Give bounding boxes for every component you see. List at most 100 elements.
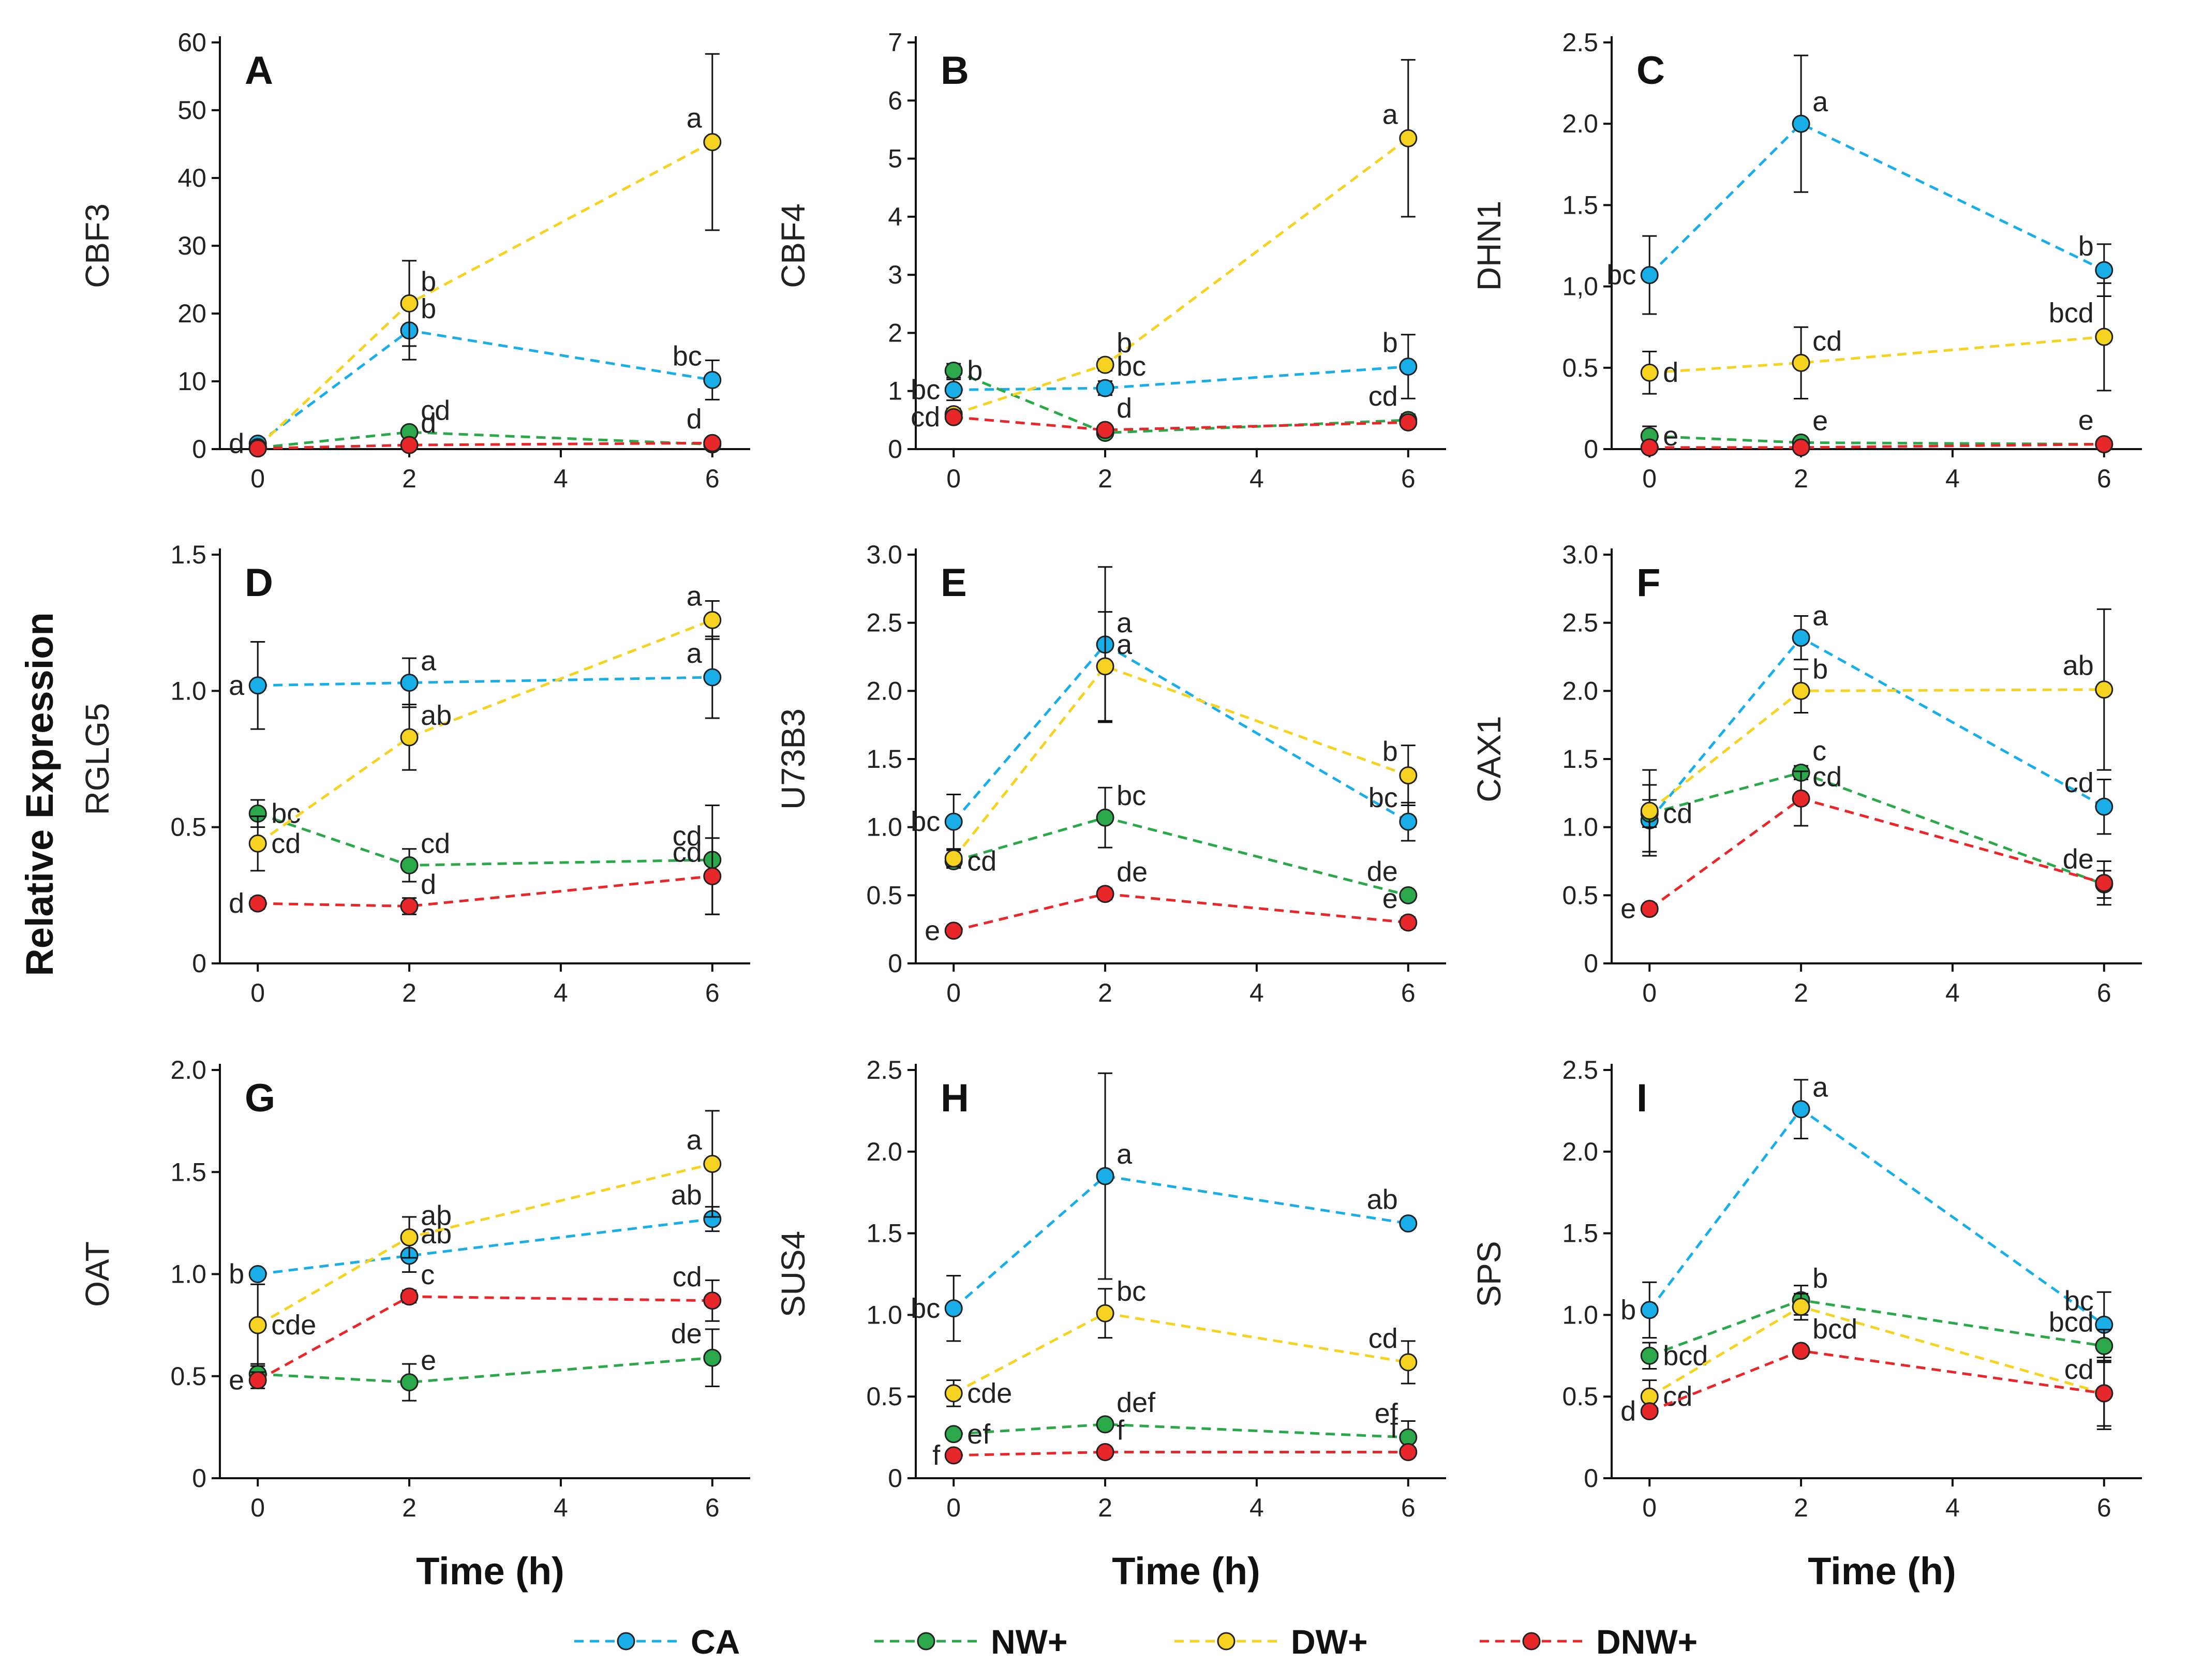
- series-dw: cde bc cd: [944, 1276, 1418, 1409]
- data-point: [400, 856, 419, 874]
- data-point: [1792, 789, 1810, 808]
- significance-label: bc: [911, 374, 940, 405]
- data-point: [944, 921, 963, 940]
- y-tick-label: 2.5: [866, 608, 902, 637]
- y-tick-label: 7: [888, 28, 902, 57]
- y-tick-label: 0: [888, 435, 902, 464]
- series-line: [953, 137, 1409, 416]
- legend-item-dw: DW+: [1174, 1623, 1368, 1661]
- y-tick-label: 5: [888, 144, 902, 173]
- y-tick-label: 2.0: [170, 1055, 206, 1084]
- significance-label: d: [687, 404, 702, 435]
- x-tick-label: 0: [250, 978, 265, 1007]
- significance-label: cde: [967, 1378, 1012, 1409]
- significance-label: e: [925, 915, 940, 946]
- x-tick-label: 0: [1642, 1493, 1657, 1522]
- series-line: [1648, 797, 2105, 910]
- data-point: [703, 867, 722, 885]
- significance-label: cd: [673, 821, 702, 852]
- y-tick-label: 1.0: [866, 1300, 902, 1329]
- y-tick-label: 1.0: [1562, 1300, 1598, 1329]
- data-point: [400, 294, 419, 313]
- data-point: [703, 1291, 722, 1310]
- y-tick-label: 4: [888, 202, 902, 231]
- y-tick-label: 0: [192, 435, 206, 464]
- y-tick-label: 10: [177, 367, 206, 396]
- y-tick-label: 2.0: [1562, 109, 1598, 138]
- significance-label: bc: [1117, 780, 1146, 811]
- data-point: [1096, 355, 1114, 374]
- x-tick-label: 6: [2097, 978, 2111, 1007]
- y-tick-label: 2.5: [1562, 28, 1598, 57]
- significance-label: ab: [2063, 650, 2094, 681]
- significance-label: f: [932, 1440, 941, 1471]
- data-point: [1640, 363, 1659, 382]
- data-point: [1399, 358, 1418, 376]
- y-tick-label: 0: [1584, 1464, 1598, 1493]
- data-point: [2095, 797, 2113, 816]
- significance-label: a: [1812, 86, 1828, 117]
- data-point: [1096, 1415, 1114, 1434]
- significance-label: ab: [1367, 1184, 1398, 1215]
- significance-label: b: [1620, 1295, 1636, 1326]
- significance-label: b: [967, 355, 983, 386]
- data-point: [400, 674, 419, 692]
- significance-label: cd: [421, 828, 450, 859]
- y-tick-label: 3.0: [866, 540, 902, 569]
- y-tick-label: 2.0: [866, 1137, 902, 1166]
- data-point: [248, 676, 267, 695]
- series-line: [1648, 688, 2104, 812]
- panel-letter: H: [941, 1076, 969, 1120]
- y-tick-label: 2.5: [866, 1055, 902, 1084]
- significance-label: bcd: [2049, 1306, 2094, 1337]
- series-line: [954, 1451, 1408, 1457]
- data-point: [944, 361, 963, 380]
- panel-e: 00.51.01.52.02.53.00 2 4 6U73B3Ebcabccdbcde…: [775, 540, 1446, 1007]
- x-tick-label: 0: [250, 1493, 265, 1522]
- series-line: [1649, 335, 2104, 374]
- significance-label: b: [421, 293, 436, 324]
- series-line: [257, 812, 712, 867]
- significance-label: a: [687, 103, 703, 134]
- x-tick-label: 4: [1945, 1493, 1960, 1522]
- legend-item-ca: CA: [574, 1623, 740, 1661]
- x-tick-label: 2: [402, 978, 416, 1007]
- data-point: [1096, 379, 1114, 397]
- significance-label: d: [421, 869, 436, 900]
- y-tick-label: 2.5: [1562, 1055, 1598, 1084]
- significance-label: a: [1812, 1072, 1828, 1103]
- significance-label: b: [1812, 653, 1828, 685]
- series-dw: d cd bcd: [1640, 282, 2113, 400]
- data-point: [703, 668, 722, 687]
- y-tick-label: 0.5: [1562, 881, 1598, 910]
- data-point: [2095, 261, 2113, 279]
- series-line: [953, 893, 1409, 932]
- series-nw: bcd b bcd: [1640, 1263, 2113, 1371]
- y-tick-label: 20: [177, 299, 206, 328]
- series-ca: bc a bc: [911, 566, 1418, 850]
- series-line: [952, 643, 1409, 823]
- series-dnw: cd d: [911, 393, 1418, 439]
- data-point: [248, 439, 267, 458]
- y-axis-label: DHN1: [1470, 201, 1508, 291]
- data-point: [1640, 266, 1659, 285]
- significance-label: b: [1382, 736, 1398, 767]
- significance-label: cd: [1812, 325, 1842, 356]
- series-ca: a cd: [1640, 601, 2113, 857]
- y-tick-label: 2.5: [1562, 608, 1598, 637]
- series-ca: a a a: [229, 635, 722, 730]
- series-line: [258, 1356, 712, 1384]
- y-tick-label: 1.5: [170, 540, 206, 569]
- y-tick-label: 50: [177, 96, 206, 125]
- x-tick-label: 0: [1642, 464, 1657, 493]
- series-line: [954, 365, 1408, 391]
- significance-label: d: [1620, 1396, 1636, 1427]
- significance-label: de: [1117, 857, 1148, 888]
- x-tick-label: 0: [250, 464, 265, 493]
- x-axis-title: Time (h): [1808, 1550, 1956, 1593]
- x-tick-label: 4: [554, 1493, 568, 1522]
- significance-label: a: [687, 1124, 703, 1155]
